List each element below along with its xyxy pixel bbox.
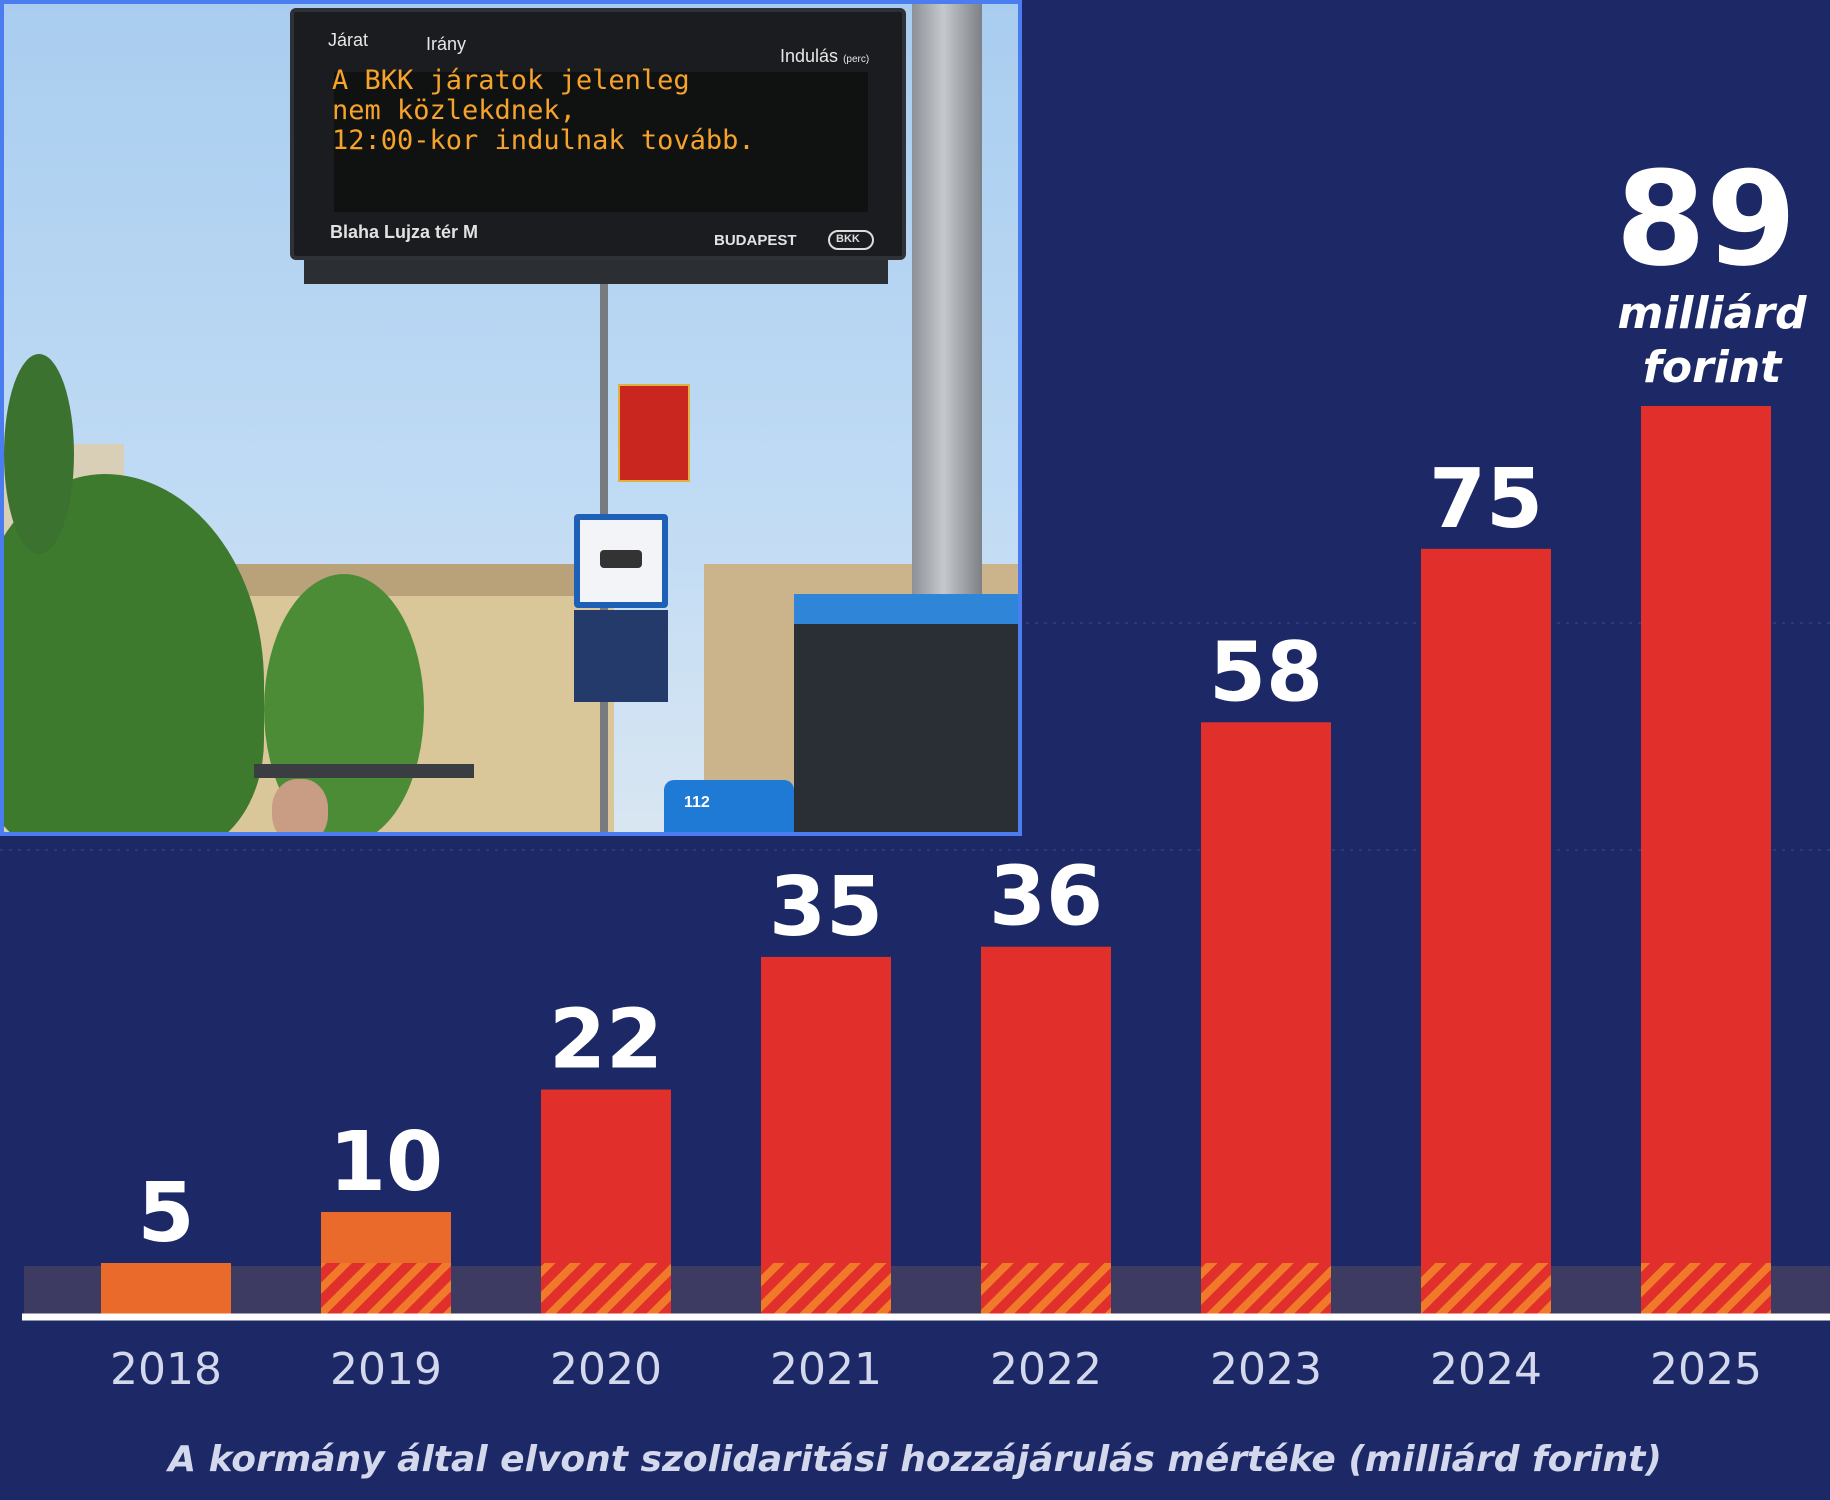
board-message: A BKK járatok jelenleg nem közlekdnek, 1… — [332, 65, 755, 156]
x-tick-2022: 2022 — [990, 1344, 1102, 1395]
value-label-2020: 22 — [549, 993, 663, 1088]
board-stop-name: Blaha Lujza tér M — [330, 222, 479, 242]
value-label-2022: 36 — [989, 850, 1103, 945]
board-base — [304, 260, 888, 284]
bar-2023 — [1201, 722, 1331, 1314]
bus-stop-photo: 112 Járat Irány Indulás (perc) A BKK jár… — [0, 0, 1022, 836]
x-tick-2021: 2021 — [770, 1344, 882, 1395]
bus-icon — [600, 550, 642, 568]
unit-label-line1: milliárd — [1617, 288, 1807, 339]
x-tick-2018: 2018 — [110, 1344, 222, 1395]
bus — [664, 780, 794, 832]
bar-band-2023 — [1201, 1262, 1331, 1314]
value-label-2021: 35 — [769, 860, 883, 955]
board-badge-text: BKK — [836, 233, 860, 245]
bar-2024 — [1421, 548, 1551, 1314]
departure-board: Járat Irány Indulás (perc) A BKK járatok… — [290, 8, 906, 260]
bar-band-2020 — [541, 1262, 671, 1314]
value-label-2024: 75 — [1429, 452, 1543, 547]
board-brand: BUDAPEST — [714, 232, 797, 249]
x-tick-2023: 2023 — [1210, 1344, 1322, 1395]
x-tick-2025: 2025 — [1650, 1344, 1762, 1395]
tree-small — [4, 354, 74, 554]
bar-band-2022 — [981, 1262, 1111, 1314]
restaurant-banner — [618, 384, 690, 482]
bars-layer — [101, 406, 1771, 1314]
bar-band-2019 — [321, 1262, 451, 1314]
person-head — [272, 779, 328, 832]
bar-2018 — [101, 1262, 231, 1314]
value-label-2019: 10 — [329, 1115, 443, 1210]
value-label-2025: 89 — [1616, 143, 1797, 295]
value-label-2023: 58 — [1209, 625, 1323, 720]
labels-layer: 5 2018 10 2019 22 2020 35 2021 36 2022 58 2023 75 202… — [110, 143, 1796, 1395]
x-tick-2024: 2024 — [1430, 1344, 1542, 1395]
bar-band-2024 — [1421, 1262, 1551, 1314]
tram — [794, 604, 1018, 832]
value-label-2018: 5 — [137, 1166, 194, 1261]
board-col-route: Járat — [328, 30, 369, 50]
bar-2021 — [761, 956, 891, 1314]
board-col-departure-unit: (perc) — [843, 54, 870, 65]
x-tick-2020: 2020 — [550, 1344, 662, 1395]
bus-route-number: 112 — [684, 794, 710, 811]
bar-2022 — [981, 946, 1111, 1314]
tram-roof — [794, 594, 1018, 624]
route-panels — [574, 610, 668, 702]
board-col-departure-label: Indulás — [780, 46, 839, 66]
board-col-departure: Indulás (perc) — [780, 46, 869, 67]
bar-2025 — [1641, 406, 1771, 1314]
unit-label-line2: forint — [1643, 342, 1783, 393]
board-col-direction: Irány — [426, 34, 467, 54]
board-badge: BKK — [828, 230, 874, 250]
bar-band-2025 — [1641, 1262, 1771, 1314]
bus-stop-sign — [574, 514, 668, 608]
x-tick-2019: 2019 — [330, 1344, 442, 1395]
shelter — [254, 764, 474, 778]
chart-caption: A kormány által elvont szolidaritási hoz… — [165, 1439, 1662, 1480]
base-band — [24, 1266, 1830, 1314]
board-screen — [334, 72, 868, 212]
bar-band-2021 — [761, 1262, 891, 1314]
